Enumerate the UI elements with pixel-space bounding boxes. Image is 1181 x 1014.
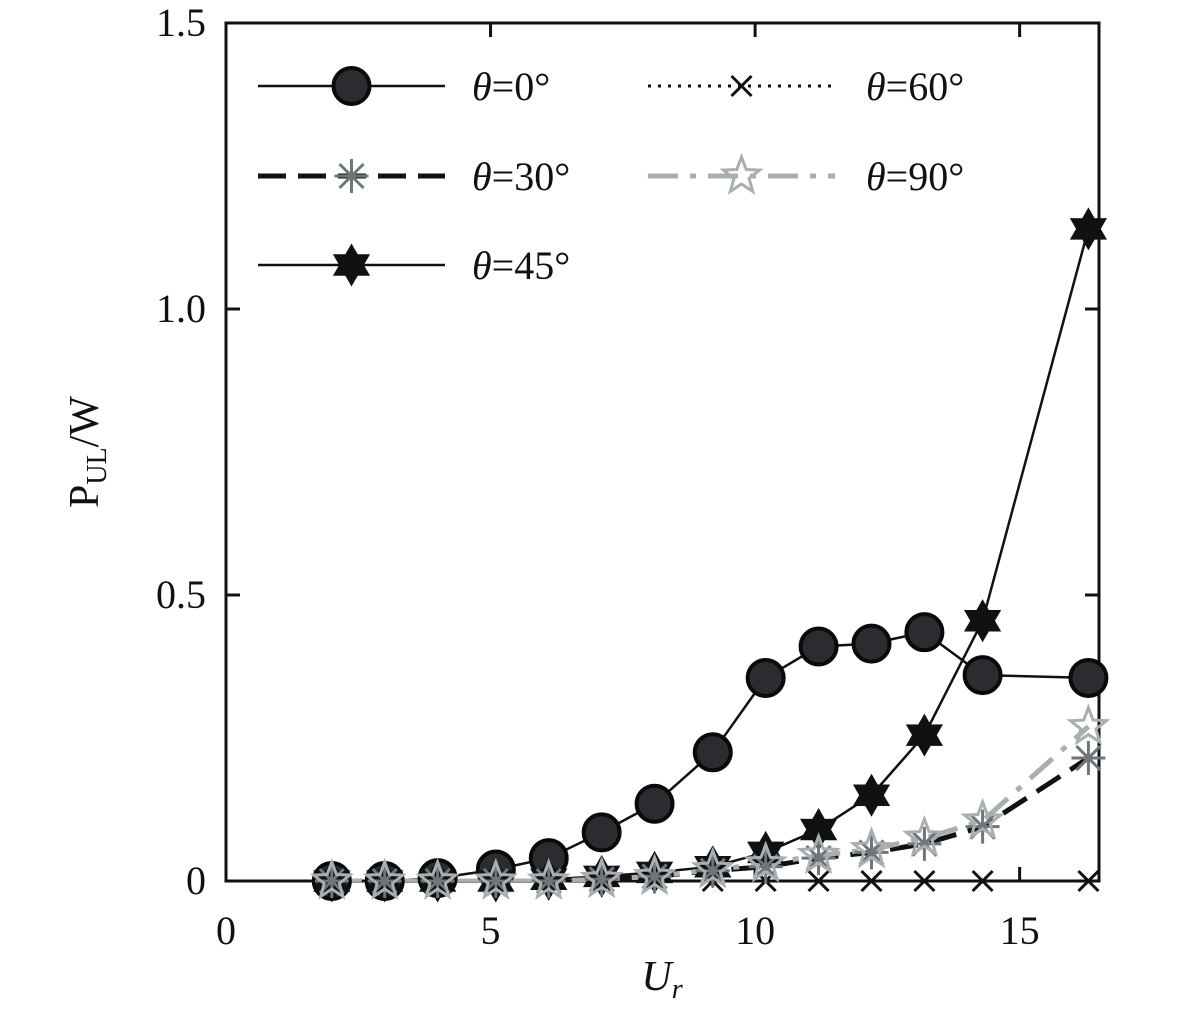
y-tick-label: 0.5: [156, 572, 206, 617]
y-axis-label-sub: UL: [82, 447, 113, 484]
data-point: [581, 812, 622, 853]
data-point: [902, 814, 947, 857]
legend-label: θ=0°: [472, 64, 550, 109]
series-markers-2: [313, 207, 1108, 903]
data-point: [971, 869, 994, 893]
axis-ticks: 0 5 10 15 0 0.5 1.0 1.5: [156, 0, 1099, 953]
legend-label: θ=90°: [866, 154, 964, 199]
plot-frame: [224, 21, 1101, 883]
data-point: [632, 853, 677, 896]
data-point: [962, 655, 1003, 696]
legend-marker-sample: [334, 159, 369, 193]
data-point: [637, 859, 672, 894]
series-markers: [309, 207, 1111, 903]
data-point: [801, 841, 836, 876]
data-point: [849, 826, 894, 869]
x-axis-label: Ur: [641, 954, 682, 1005]
x-tick-label: 10: [735, 908, 775, 953]
data-point: [314, 864, 349, 898]
data-point: [415, 857, 460, 900]
legend-entry: θ=0°: [258, 64, 550, 109]
data-point: [584, 862, 619, 897]
data-point: [743, 840, 788, 883]
data-point: [526, 857, 571, 900]
legend-entry: θ=45°: [258, 243, 570, 288]
y-tick-label: 1.5: [156, 0, 206, 45]
x-tick-label: 15: [1000, 908, 1040, 953]
x-axis-label-main: U: [641, 954, 674, 1000]
data-point: [1069, 207, 1108, 251]
data-point: [1066, 703, 1111, 746]
data-point: [963, 599, 1002, 643]
data-point: [904, 612, 945, 653]
data-point: [796, 832, 841, 875]
legend-marker-sample: [332, 243, 371, 287]
legend-entry: θ=60°: [648, 64, 964, 109]
data-point: [1071, 741, 1106, 776]
data-point: [1068, 657, 1109, 698]
data-point: [807, 869, 830, 893]
x-tick-label: 5: [481, 908, 501, 953]
data-point: [420, 864, 455, 898]
data-point: [367, 864, 402, 898]
data-point: [860, 869, 883, 893]
x-tick-label: 0: [216, 908, 236, 953]
y-axis-label-tail: /W: [62, 396, 108, 448]
series-line-2: [331, 228, 1090, 882]
y-axis-label: PUL/W: [62, 396, 113, 508]
data-point: [362, 857, 407, 900]
data-point: [905, 713, 944, 757]
legend-label: θ=60°: [866, 64, 964, 109]
legend-marker-sample: [719, 152, 764, 195]
y-tick-label: 0: [186, 858, 206, 903]
data-point: [478, 864, 513, 898]
data-point: [579, 856, 624, 899]
legend-label: θ=45°: [472, 243, 570, 288]
legend-entry: θ=90°: [648, 152, 964, 199]
data-point: [309, 857, 354, 900]
data-point: [960, 797, 1005, 840]
series-lines: [331, 228, 1091, 882]
data-point: [634, 783, 675, 824]
legend-entry: θ=30°: [258, 154, 570, 199]
data-point: [852, 773, 891, 817]
data-point: [473, 857, 518, 900]
data-point: [748, 849, 783, 884]
data-point: [695, 853, 730, 888]
series-markers-4: [309, 703, 1111, 900]
data-point: [854, 835, 889, 870]
y-axis-label-main: P: [62, 485, 108, 508]
legend-marker-sample: [331, 66, 372, 106]
series-markers-1: [314, 741, 1106, 898]
legend-label: θ=30°: [472, 154, 570, 199]
data-point: [851, 623, 892, 664]
data-point: [745, 657, 786, 698]
x-axis-label-sub: r: [672, 974, 683, 1005]
data-point: [798, 626, 839, 667]
data-point: [692, 732, 733, 773]
data-point: [965, 809, 1000, 844]
data-point: [531, 864, 566, 898]
data-point: [1077, 869, 1100, 893]
y-tick-label: 1.0: [156, 286, 206, 331]
data-point: [907, 826, 942, 861]
legend-marker-sample: [730, 74, 753, 98]
legend: θ=0° θ=30° θ=45° θ=60° θ=90°: [258, 64, 964, 288]
data-point: [913, 869, 936, 893]
data-point: [690, 846, 735, 889]
